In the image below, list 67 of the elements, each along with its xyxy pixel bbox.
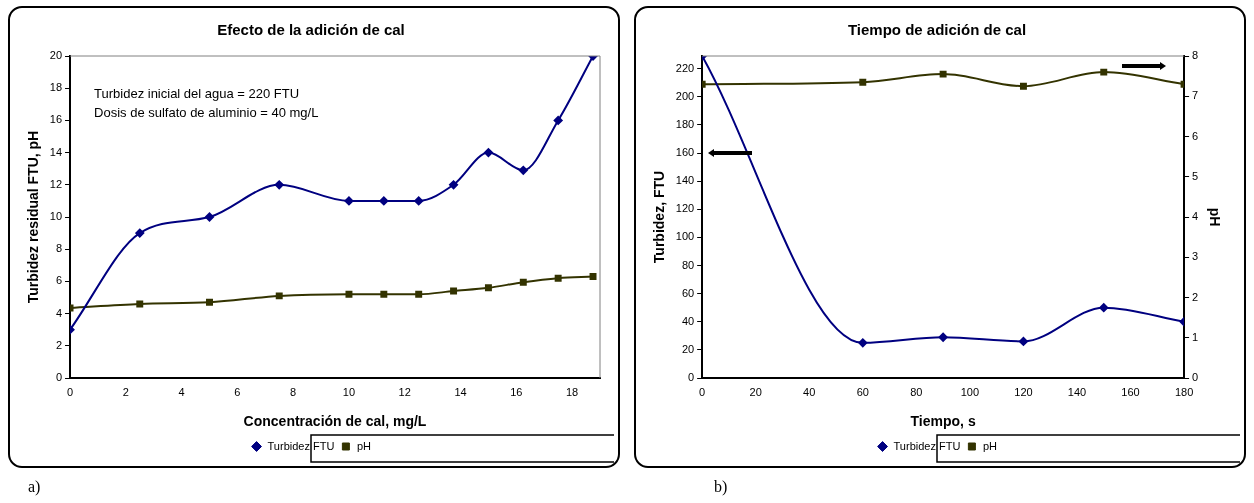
y-tick-label: 8 bbox=[55, 242, 63, 255]
y-axis-title: Turbidez residual FTU, pH bbox=[25, 130, 42, 304]
y-tick-label: 0 bbox=[55, 371, 63, 384]
legend-label: Turbidez FTU bbox=[267, 439, 335, 452]
x-tick-label: 12 bbox=[398, 385, 411, 398]
x-tick-label: 80 bbox=[910, 385, 923, 398]
text: a) bbox=[28, 478, 41, 496]
chart-title: Efecto de la adición de cal bbox=[217, 21, 405, 39]
y2-axis-title: pH bbox=[1206, 207, 1223, 227]
y2-tick-label: 4 bbox=[1192, 210, 1199, 223]
y-tick-label: 220 bbox=[675, 61, 695, 74]
x-axis-title: Concentración de cal, mg/L bbox=[243, 413, 427, 430]
y-tick-label: 0 bbox=[688, 371, 695, 384]
x-tick-label: 10 bbox=[342, 385, 356, 398]
y-tick-label: 40 bbox=[681, 314, 695, 327]
x-tick-label: 18 bbox=[565, 385, 579, 398]
annotation: Dosis de sulfato de aluminio = 40 mg/L bbox=[94, 105, 319, 121]
y-tick-label: 16 bbox=[49, 113, 63, 126]
y2-tick-label: 7 bbox=[1192, 89, 1199, 102]
x-tick-label: 6 bbox=[234, 385, 241, 398]
y2-tick-label: 8 bbox=[1192, 49, 1199, 62]
y-tick-label: 60 bbox=[681, 286, 695, 299]
legend-label: pH bbox=[982, 439, 997, 452]
y2-tick-label: 2 bbox=[1192, 290, 1199, 303]
y-tick-label: 14 bbox=[49, 145, 63, 158]
y-tick-label: 200 bbox=[675, 89, 695, 102]
chart-title: Tiempo de adición de cal bbox=[847, 21, 1027, 39]
y-tick-label: 2 bbox=[55, 338, 63, 351]
x-tick-label: 160 bbox=[1121, 385, 1140, 398]
y-tick-label: 120 bbox=[675, 202, 695, 215]
legend-label: Turbidez FTU bbox=[893, 439, 961, 452]
y-tick-label: 180 bbox=[675, 117, 695, 130]
y-axis-title: Turbidez, FTU bbox=[651, 170, 668, 264]
x-tick-label: 40 bbox=[803, 385, 816, 398]
annotation: Turbidez inicial del agua = 220 FTU bbox=[94, 86, 300, 102]
y-tick-label: 4 bbox=[55, 306, 63, 319]
y-tick-label: 20 bbox=[49, 49, 63, 62]
text: b) bbox=[714, 478, 728, 496]
y-tick-label: 140 bbox=[675, 174, 695, 187]
x-tick-label: 60 bbox=[856, 385, 869, 398]
legend-label: pH bbox=[356, 439, 371, 452]
x-tick-label: 20 bbox=[749, 385, 762, 398]
x-tick-label: 2 bbox=[122, 385, 129, 398]
x-tick-label: 14 bbox=[454, 385, 467, 398]
x-tick-label: 0 bbox=[699, 385, 706, 398]
x-tick-label: 4 bbox=[178, 385, 185, 398]
y-tick-label: 100 bbox=[675, 230, 695, 243]
x-axis-title: Tiempo, s bbox=[910, 413, 976, 430]
y2-tick-label: 5 bbox=[1192, 169, 1199, 182]
y-tick-label: 80 bbox=[681, 258, 695, 271]
y-tick-label: 12 bbox=[49, 177, 63, 190]
y-tick-label: 20 bbox=[681, 342, 695, 355]
y-tick-label: 160 bbox=[675, 146, 695, 159]
x-tick-label: 0 bbox=[66, 385, 74, 398]
y2-tick-label: 0 bbox=[1192, 371, 1199, 384]
y-tick-label: 6 bbox=[55, 274, 63, 287]
x-tick-label: 180 bbox=[1174, 385, 1194, 398]
y-tick-label: 10 bbox=[49, 210, 63, 223]
x-tick-label: 16 bbox=[510, 385, 523, 398]
x-tick-label: 140 bbox=[1067, 385, 1087, 398]
y2-tick-label: 1 bbox=[1192, 330, 1199, 343]
x-tick-label: 8 bbox=[290, 385, 297, 398]
y2-tick-label: 6 bbox=[1192, 129, 1199, 142]
y-tick-label: 18 bbox=[49, 81, 63, 94]
x-tick-label: 120 bbox=[1014, 385, 1033, 398]
y2-tick-label: 3 bbox=[1192, 250, 1199, 263]
x-tick-label: 100 bbox=[960, 385, 980, 398]
